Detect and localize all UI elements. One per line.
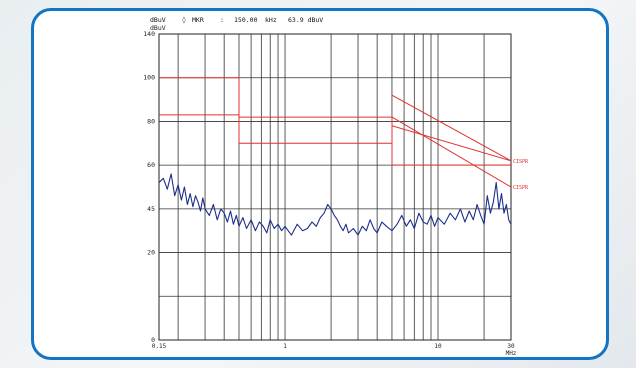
y-tick-label: 0 xyxy=(151,336,155,344)
trace xyxy=(158,173,512,236)
y-tick-label: 140 xyxy=(143,30,155,38)
limit-line xyxy=(391,94,512,162)
limit-label: CISPR xyxy=(513,159,529,165)
limit-line xyxy=(159,77,511,166)
x-tick-label: 1 xyxy=(283,343,287,350)
y-tick-label: 20 xyxy=(147,249,155,257)
limit-line xyxy=(159,114,512,162)
plot-border xyxy=(158,33,512,341)
marker-symbol: ◊ xyxy=(182,16,186,24)
header-unit: dBuV xyxy=(150,16,166,24)
header-marker-label: MKR xyxy=(192,16,204,24)
header-marker-level: 63.9 dBuV xyxy=(288,16,323,24)
trace-line xyxy=(158,173,512,236)
x-tick-label: 0.15 xyxy=(152,343,167,350)
limit-lines: CISPR CISPR xyxy=(159,77,529,191)
limit-line xyxy=(391,116,512,188)
x-axis-label: MHz xyxy=(506,350,517,357)
header-marker-freq-unit: kHz xyxy=(265,16,277,24)
header-marker-freq: 150.00 xyxy=(234,16,258,24)
x-tick-label: 30 xyxy=(507,343,515,350)
y-tick-label: 60 xyxy=(147,161,155,169)
chart-grid xyxy=(158,33,512,341)
y-tick-label: 80 xyxy=(147,117,155,125)
y-axis-label: dBuV xyxy=(150,24,166,32)
y-tick-label: 45 xyxy=(147,205,155,213)
chart-frame xyxy=(31,8,609,360)
header-colon: : xyxy=(220,16,224,24)
y-tick-label: 100 xyxy=(143,74,155,82)
x-tick-label: 10 xyxy=(434,343,442,350)
limit-label: CISPR xyxy=(513,185,529,191)
